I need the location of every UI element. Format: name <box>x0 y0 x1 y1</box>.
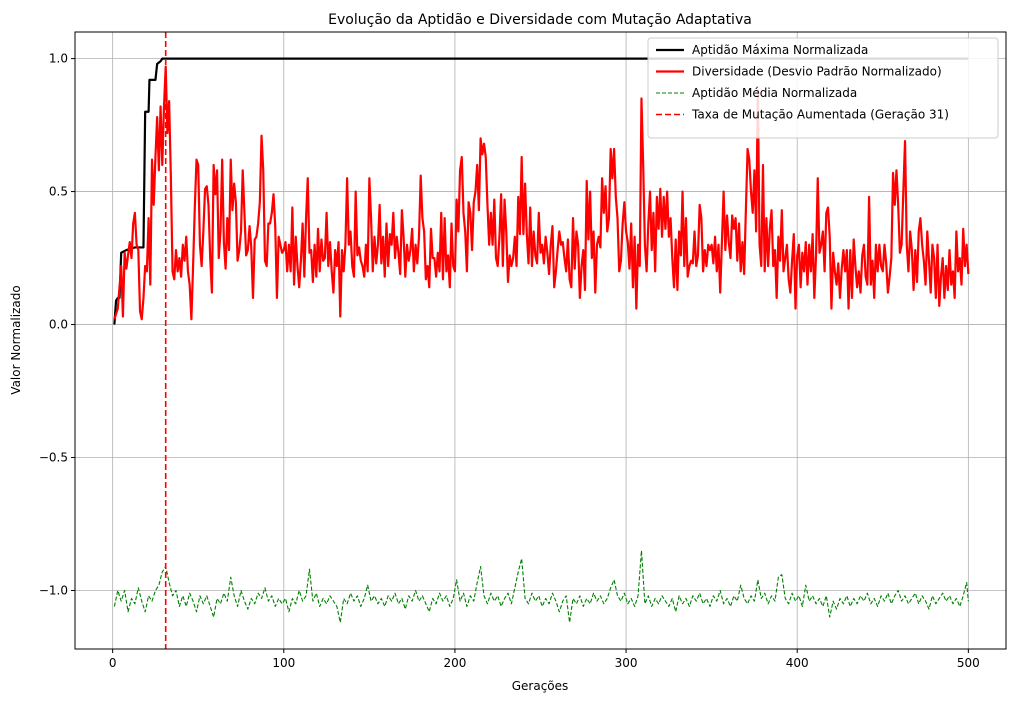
x-tick-label: 400 <box>786 656 809 670</box>
legend: Aptidão Máxima Normalizada Diversidade (D… <box>647 37 999 139</box>
x-tick-label: 0 <box>109 656 117 670</box>
plot-frame <box>74 31 1007 650</box>
x-tick-label: 500 <box>957 656 980 670</box>
x-tick-label: 300 <box>615 656 638 670</box>
y-axis: −1.0 −0.5 0.0 0.5 1.0 <box>39 52 75 597</box>
x-axis-label: Gerações <box>512 679 569 693</box>
series-line-3 <box>113 550 969 623</box>
x-axis: 0 100 200 300 400 500 <box>109 649 980 670</box>
x-tick-label: 100 <box>272 656 295 670</box>
chart-title: Evolução da Aptidão e Diversidade com Mu… <box>328 12 752 28</box>
series-group <box>113 57 970 623</box>
legend-label-2: Diversidade (Desvio Padrão Normalizado) <box>692 65 942 79</box>
y-tick-label: 0.5 <box>49 185 68 199</box>
legend-label-1: Aptidão Máxima Normalizada <box>692 43 868 57</box>
series-line-2 <box>113 65 970 321</box>
x-tick-label: 200 <box>443 656 466 670</box>
legend-box <box>647 37 999 139</box>
y-tick-label: −1.0 <box>39 583 68 597</box>
legend-label-4: Taxa de Mutação Aumentada (Geração 31) <box>691 108 949 122</box>
legend-label-3: Aptidão Média Normalizada <box>692 86 857 100</box>
y-tick-label: −0.5 <box>39 451 68 465</box>
y-tick-label: 0.0 <box>49 318 68 332</box>
y-axis-label: Valor Normalizado <box>9 285 23 394</box>
y-tick-label: 1.0 <box>49 52 68 66</box>
